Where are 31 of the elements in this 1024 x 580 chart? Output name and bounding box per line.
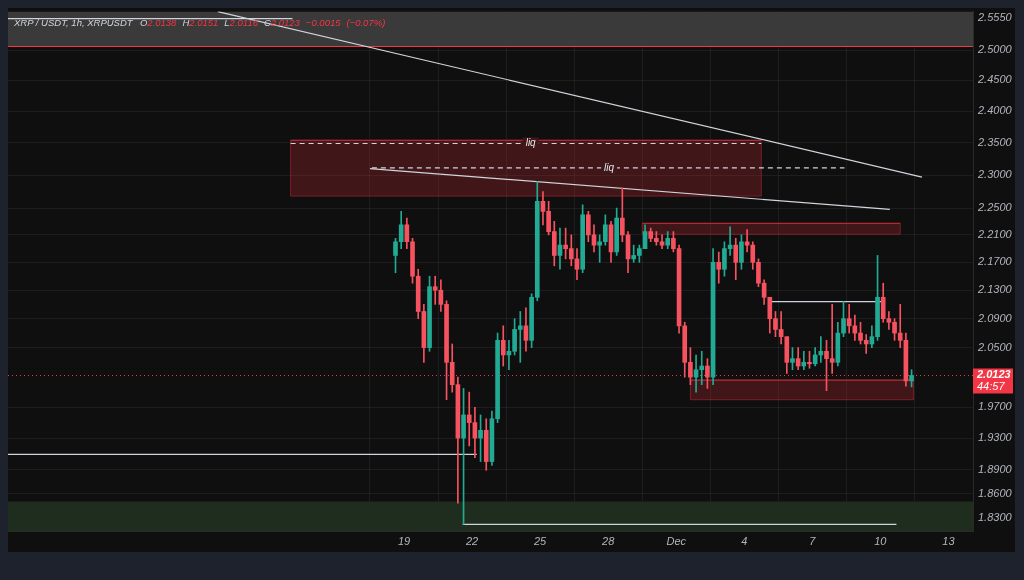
- x-tick-label: Dec: [666, 534, 687, 547]
- x-tick-label: 13: [942, 534, 956, 547]
- y-tick-label: 2.2500: [977, 201, 1013, 214]
- y-tick-label: 2.1300: [977, 283, 1013, 296]
- y-tick-label: 2.5550: [977, 10, 1013, 23]
- text: XRP / USDT, 1h, XRPUSDT: [13, 17, 134, 29]
- text: 44:57: [977, 379, 1006, 392]
- ref-line-label: 2.0123: [976, 368, 1011, 381]
- x-tick-label: 25: [533, 534, 548, 547]
- y-tick-label: 2.4500: [977, 73, 1013, 86]
- y-tick-label: 2.0500: [977, 340, 1013, 353]
- x-tick-label: 22: [464, 534, 479, 547]
- x-tick-label: 7: [809, 534, 817, 547]
- x-tick-label: 28: [601, 534, 616, 547]
- y-tick-label: 2.0900: [977, 311, 1013, 324]
- y-tick-label: 1.8600: [978, 486, 1013, 499]
- y-tick-label: 1.8900: [978, 462, 1013, 475]
- y-tick-label: 2.5000: [977, 43, 1013, 56]
- y-tick-label: 2.3000: [977, 168, 1013, 181]
- annotation: liq: [604, 161, 615, 173]
- x-tick-label: 10: [874, 534, 888, 547]
- y-tick-label: 2.1700: [977, 255, 1013, 268]
- y-tick-label: 2.2100: [977, 228, 1013, 241]
- y-tick-label: 1.8300: [978, 510, 1013, 523]
- y-tick-label: 2.3500: [977, 135, 1013, 148]
- y-tick-label: 1.9700: [978, 400, 1013, 413]
- x-tick-label: 19: [397, 534, 411, 547]
- y-tick-label: 1.9300: [978, 431, 1013, 444]
- annotation: liq: [525, 137, 537, 149]
- x-tick-label: 4: [741, 534, 748, 547]
- y-tick-label: 2.4000: [977, 104, 1013, 117]
